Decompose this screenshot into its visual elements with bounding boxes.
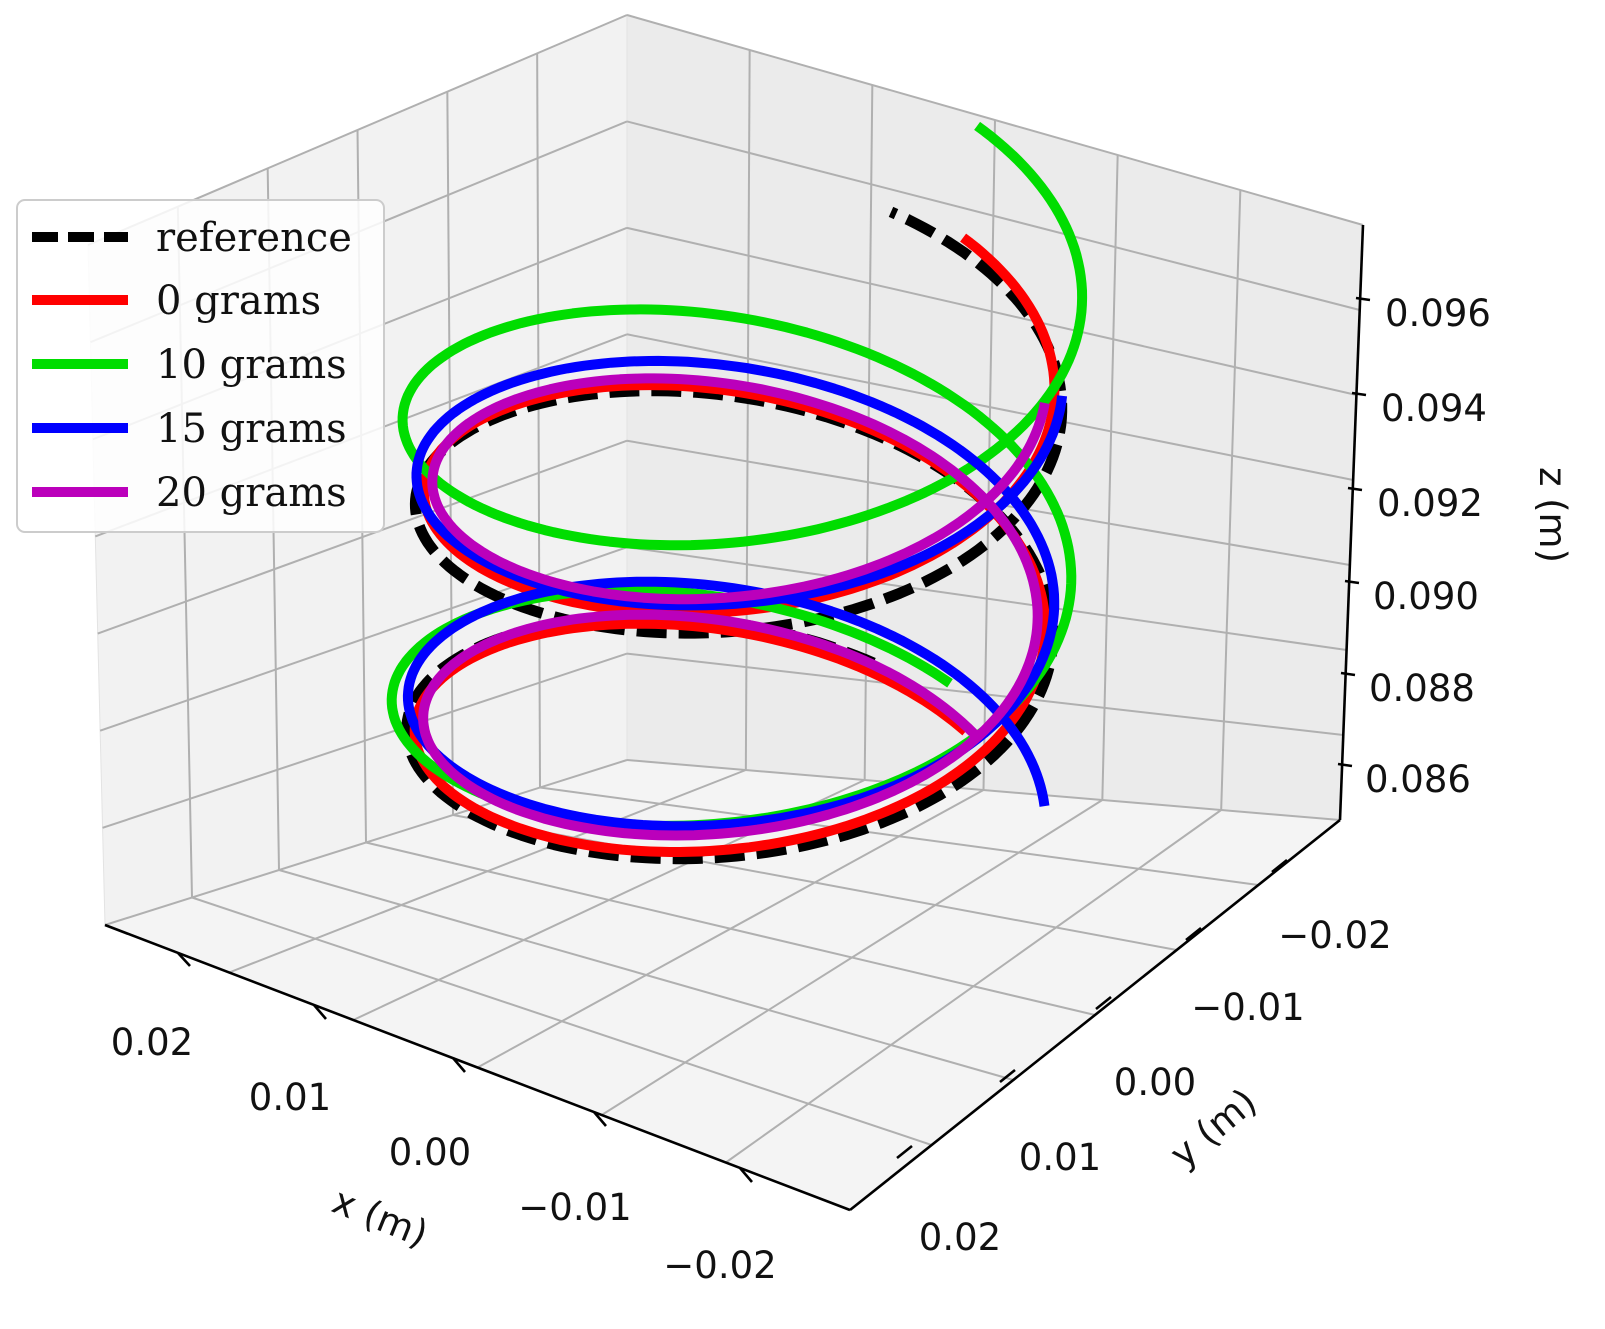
legend-item-0-grams: 0 grams	[32, 278, 321, 324]
z-tick-label: 0.094	[1381, 387, 1487, 430]
grid-line	[539, 786, 1259, 886]
z-tick-label: 0.096	[1385, 292, 1491, 335]
grid-line	[446, 91, 454, 816]
y-tick-label: 0.00	[1114, 1061, 1196, 1104]
grid-line	[744, 49, 751, 771]
z-tick-label: 0.092	[1377, 482, 1483, 525]
y-axis-line	[849, 818, 1341, 1212]
y-tick-label: 0.02	[919, 1216, 1001, 1259]
x-tick-mark	[739, 1167, 753, 1183]
legend-box	[16, 199, 385, 533]
z-tick-mark	[1355, 296, 1371, 302]
legend-item-20-grams: 20 grams	[32, 470, 347, 516]
legend-item-15-grams: 15 grams	[32, 406, 347, 452]
y-tick-label: 0.01	[1019, 1136, 1101, 1179]
grid-line	[1101, 154, 1119, 801]
grid-line	[536, 53, 541, 788]
y-tick-mark	[999, 1068, 1016, 1084]
legend-label: 15 grams	[156, 406, 347, 452]
x-tick-mark	[177, 952, 191, 967]
x-tick-mark	[593, 1111, 607, 1127]
legend-label: 10 grams	[156, 342, 347, 388]
y-tick-mark	[1185, 926, 1202, 942]
z-tick-mark	[1340, 671, 1356, 677]
legend-label: 20 grams	[156, 470, 347, 516]
legend-label: 0 grams	[156, 278, 321, 324]
z-tick-mark	[1337, 762, 1353, 768]
z-tick-mark	[1351, 391, 1367, 397]
y-tick-label: −0.01	[1191, 986, 1304, 1029]
y-tick-mark	[1095, 995, 1112, 1011]
legend: reference 0 grams 10 grams 15 grams 20 g…	[16, 199, 385, 533]
z-ticks: 0.096 0.094 0.092 0.090 0.088 0.086 z (m…	[1337, 292, 1574, 801]
x-tick-label: −0.01	[518, 1186, 631, 1229]
x-axis-label: x (m)	[326, 1179, 434, 1256]
series-line-15-grams	[402, 355, 1068, 832]
z-tick-mark	[1344, 579, 1360, 585]
z-axis-label: z (m)	[1531, 467, 1574, 563]
z-tick-label: 0.086	[1365, 758, 1471, 801]
y-tick-mark	[1271, 858, 1288, 874]
x-tick-mark	[452, 1057, 466, 1073]
x-tick-mark	[313, 1004, 327, 1020]
x-tick-label: 0.00	[389, 1131, 471, 1174]
z-tick-label: 0.090	[1373, 575, 1479, 618]
x-tick-label: 0.01	[249, 1076, 331, 1119]
legend-item-reference: reference	[32, 215, 352, 261]
z-axis-line	[1338, 224, 1365, 821]
grid-line	[1220, 189, 1242, 811]
x-tick-label: −0.02	[663, 1244, 776, 1287]
z-tick-mark	[1347, 486, 1363, 492]
series-line-20-grams	[418, 373, 1050, 841]
series-line-10-grams	[386, 121, 1088, 831]
y-tick-mark	[896, 1144, 913, 1160]
y-tick-label: −0.02	[1278, 914, 1391, 957]
z-tick-label: 0.088	[1369, 667, 1475, 710]
x-axis-line	[104, 923, 851, 1212]
x-tick-label: 0.02	[111, 1021, 193, 1064]
legend-item-10-grams: 10 grams	[32, 342, 347, 388]
legend-label: reference	[156, 215, 352, 261]
series-traces	[386, 121, 1088, 865]
